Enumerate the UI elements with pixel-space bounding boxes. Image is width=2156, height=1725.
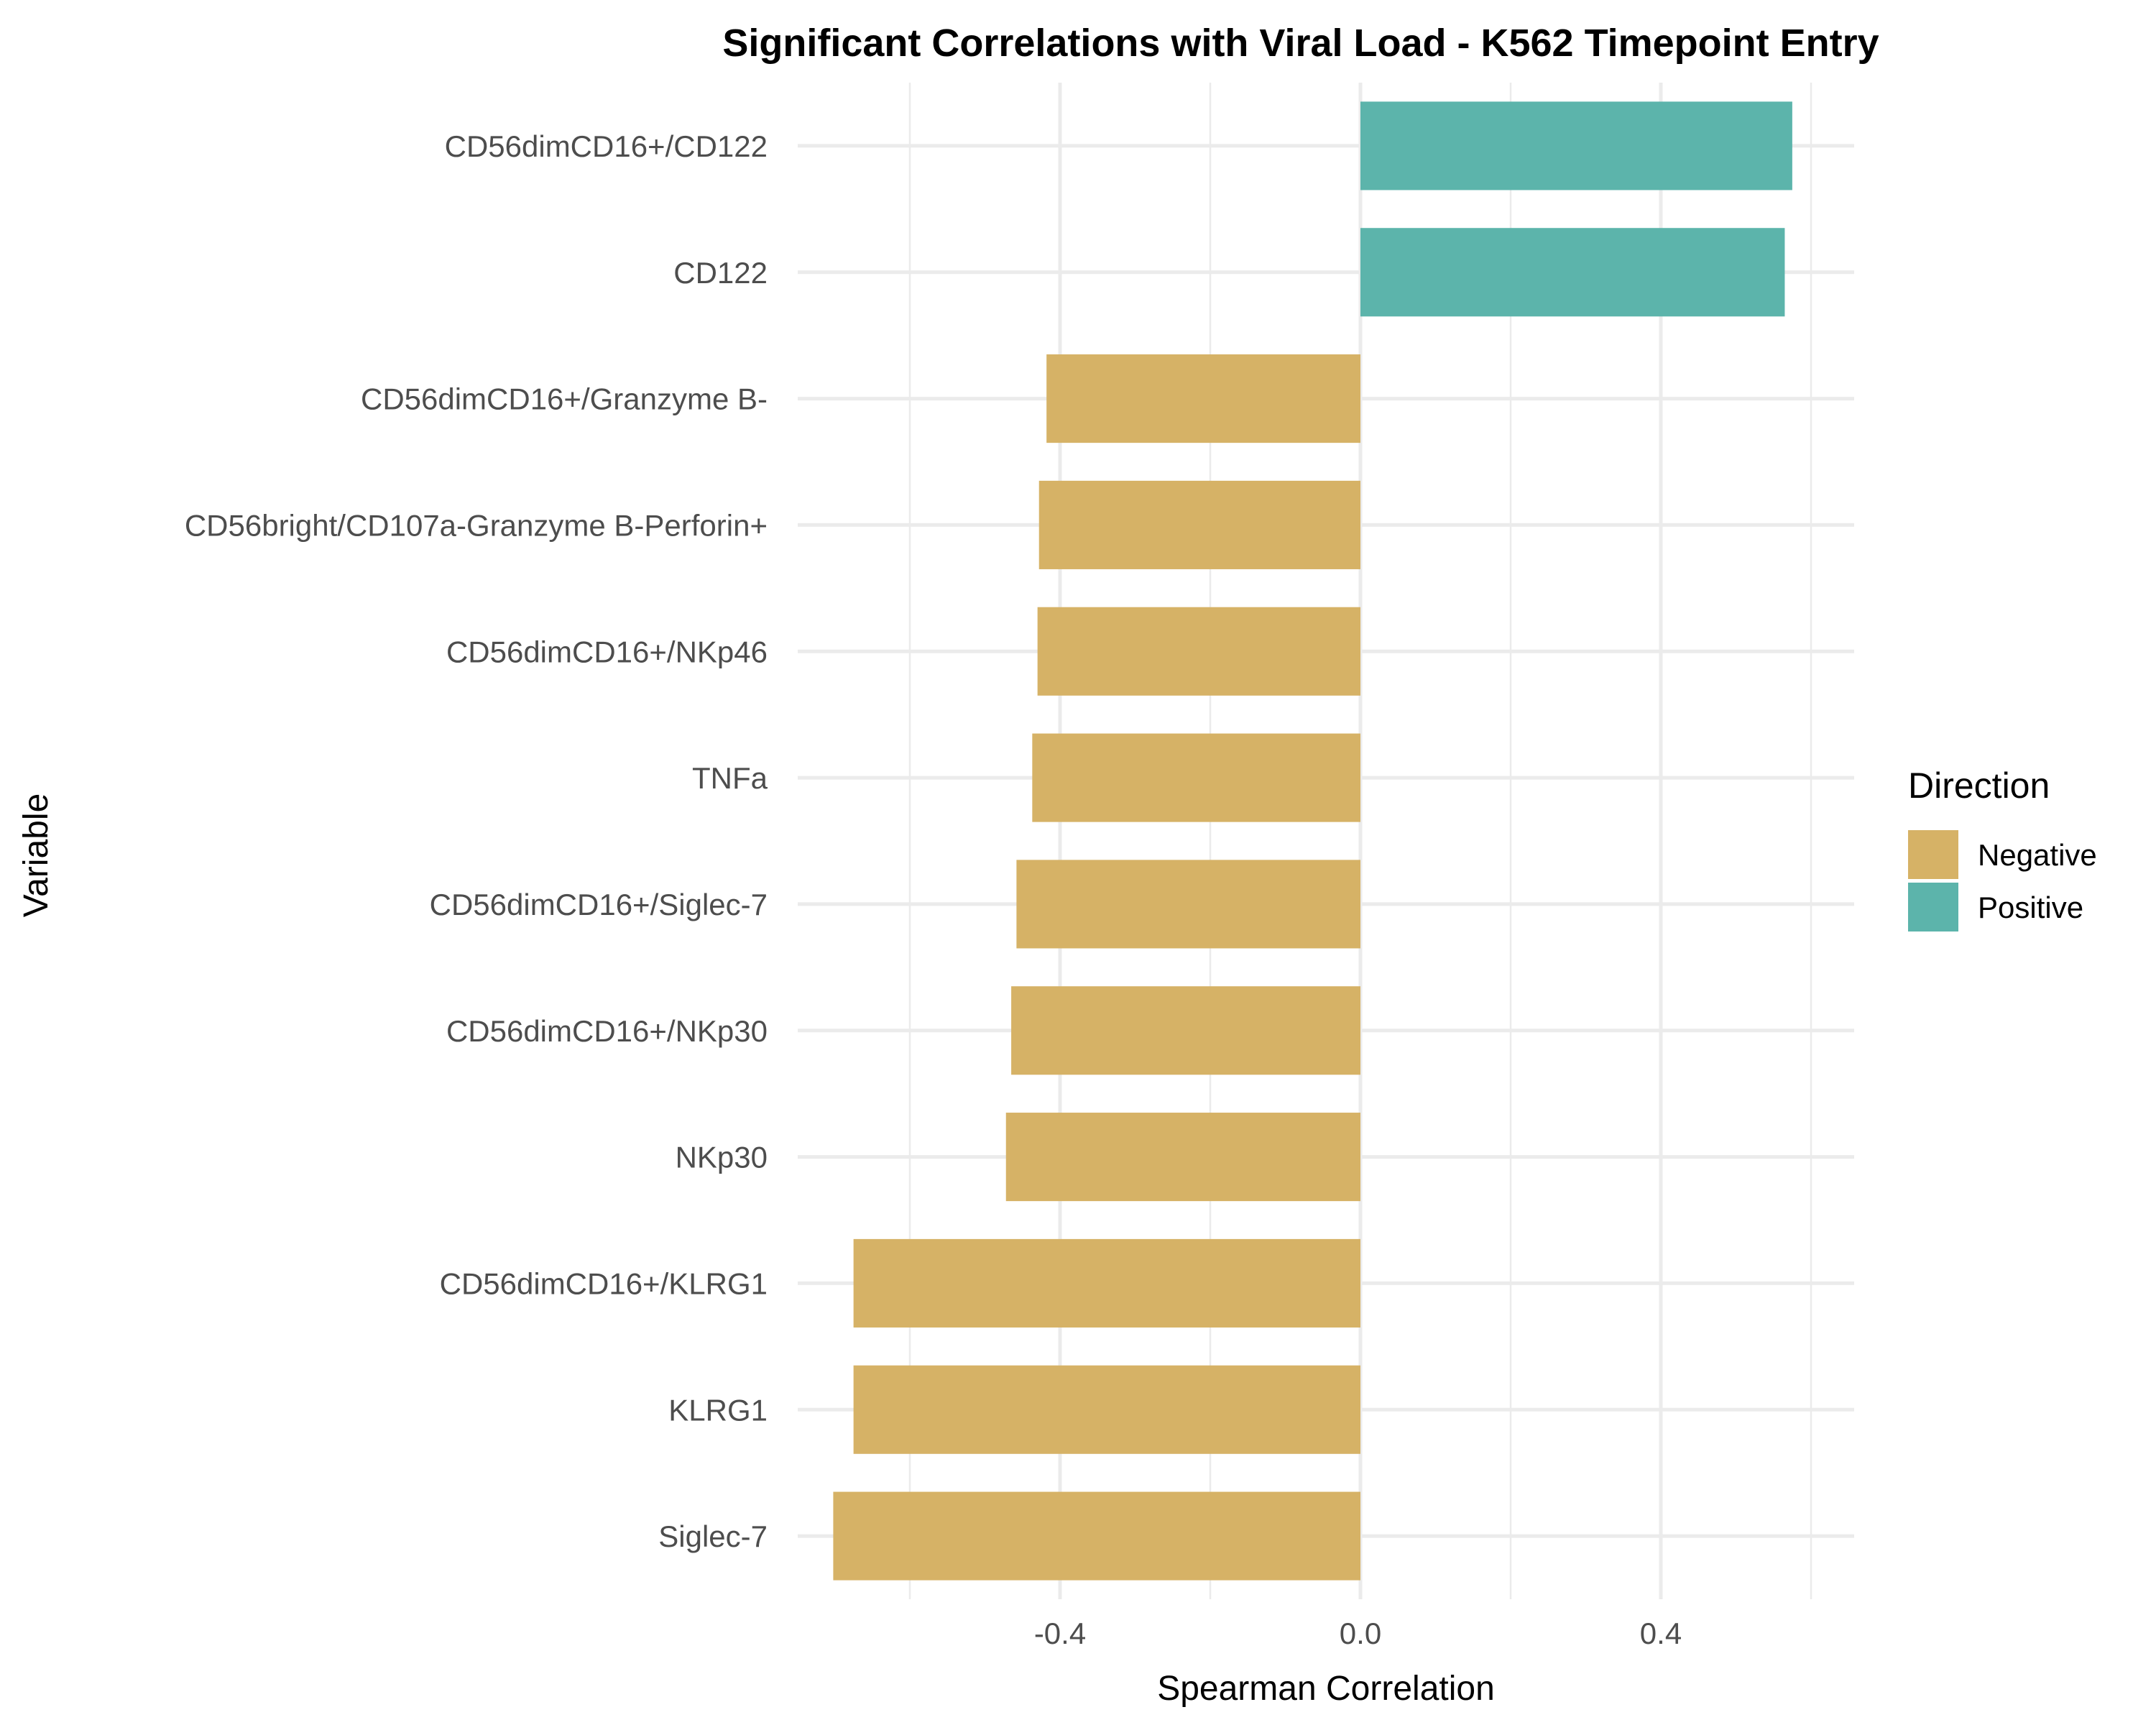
legend-swatch-negative [1908, 830, 1958, 879]
legend-label-negative: Negative [1978, 838, 2097, 872]
y-tick-labels: CD56dimCD16+/CD122 CD122 CD56dimCD16+/Gran… [185, 129, 768, 1553]
y-tick-label: CD56dimCD16+/Granzyme B- [361, 382, 768, 416]
y-tick-label: CD56dimCD16+/NKp30 [446, 1014, 768, 1048]
y-tick-label: CD56dimCD16+/KLRG1 [440, 1266, 768, 1300]
bar-klrg1 [853, 1365, 1360, 1454]
legend: Direction Negative Positive [1908, 765, 2097, 932]
x-axis-title: Spearman Correlation [1157, 1670, 1495, 1708]
bar-cd122 [1360, 228, 1785, 317]
y-axis-title: Variable [17, 794, 55, 918]
x-tick-label: 0.0 [1340, 1616, 1381, 1650]
y-tick-label: KLRG1 [668, 1393, 768, 1427]
bar-nkp30 [1005, 1113, 1360, 1202]
legend-label-positive: Positive [1978, 891, 2083, 924]
y-tick-label: Siglec-7 [658, 1519, 768, 1553]
x-tick-label: 0.4 [1640, 1616, 1682, 1650]
y-tick-label: TNFa [692, 761, 768, 795]
legend-title: Direction [1908, 765, 2050, 806]
bar-cd56dimcd16-nkp46 [1037, 607, 1360, 696]
bar-cd56dimcd16-nkp30 [1011, 986, 1360, 1075]
bar-cd56dimcd16-granzyme-b- [1046, 354, 1360, 443]
bar-cd56dimcd16-cd122 [1360, 101, 1792, 190]
legend-swatch-positive [1908, 883, 1958, 932]
y-tick-label: CD122 [673, 256, 768, 290]
y-tick-label: CD56dimCD16+/CD122 [445, 129, 768, 163]
chart-title: Significant Correlations with Viral Load… [722, 22, 1879, 65]
bar-tnfa [1032, 733, 1360, 822]
bars [833, 101, 1792, 1581]
bar-cd56dimcd16-klrg1 [853, 1238, 1360, 1328]
bar-cd56bright-cd107a-granzyme-b-perforin- [1038, 480, 1360, 569]
y-tick-label: CD56dimCD16+/NKp46 [446, 635, 768, 668]
bar-siglec-7 [833, 1491, 1360, 1581]
x-tick-labels: -0.4 0.0 0.4 [1034, 1616, 1682, 1650]
y-tick-label: NKp30 [676, 1141, 768, 1174]
x-tick-label: -0.4 [1034, 1616, 1086, 1650]
y-tick-label: CD56bright/CD107a-Granzyme B-Perforin+ [185, 508, 768, 542]
bar-cd56dimcd16-siglec-7 [1016, 860, 1360, 949]
y-tick-label: CD56dimCD16+/Siglec-7 [430, 888, 768, 921]
